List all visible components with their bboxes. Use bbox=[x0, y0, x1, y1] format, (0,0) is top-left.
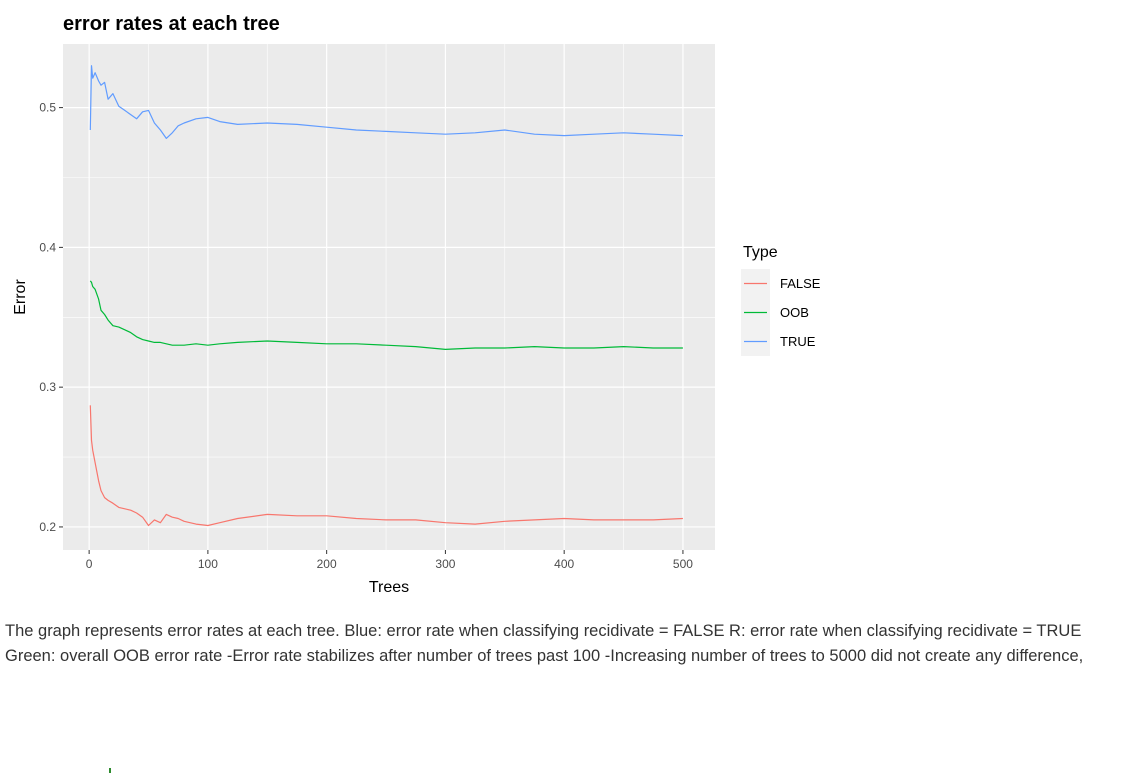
grid-lines bbox=[63, 44, 715, 550]
stray-mark bbox=[109, 768, 111, 773]
y-tick-label: 0.3 bbox=[39, 380, 56, 394]
y-axis-label: Error bbox=[12, 279, 29, 315]
legend-label: OOB bbox=[780, 305, 809, 320]
x-axis-label: Trees bbox=[369, 579, 409, 596]
series-line-oob bbox=[89, 280, 683, 350]
series-line-false bbox=[89, 405, 683, 527]
chart: error rates at each tree 0 100 200 300 400 50… bbox=[12, 13, 821, 596]
axes: 0 100 200 300 400 500 0.2 0.3 0.4 0.5 bbox=[39, 101, 693, 571]
series-lines bbox=[89, 65, 683, 527]
y-tick-label: 0.5 bbox=[39, 101, 56, 115]
legend-label: TRUE bbox=[780, 334, 816, 349]
chart-title: error rates at each tree bbox=[63, 13, 280, 35]
caption-text: The graph represents error rates at each… bbox=[5, 622, 1084, 665]
x-tick-label: 300 bbox=[435, 557, 455, 571]
legend-title: Type bbox=[743, 244, 778, 261]
x-tick-label: 0 bbox=[86, 557, 93, 571]
x-tick-label: 200 bbox=[317, 557, 337, 571]
y-tick-label: 0.4 bbox=[39, 240, 56, 254]
legend: Type FALSE OOB TRUE bbox=[741, 244, 821, 356]
legend-label: FALSE bbox=[780, 276, 821, 291]
x-tick-label: 500 bbox=[673, 557, 693, 571]
series-line-true bbox=[89, 65, 683, 139]
y-tick-label: 0.2 bbox=[39, 520, 56, 534]
x-tick-label: 100 bbox=[198, 557, 218, 571]
x-tick-label: 400 bbox=[554, 557, 574, 571]
plot-panel bbox=[63, 44, 715, 550]
